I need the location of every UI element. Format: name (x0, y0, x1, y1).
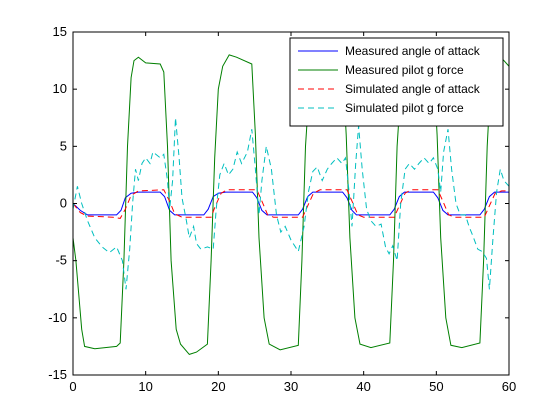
x-tick-label: 50 (429, 379, 443, 394)
legend-items: Measured angle of attack Measured pilot g… (298, 44, 481, 115)
y-tick-label: 15 (53, 24, 67, 39)
legend-label-2: Measured pilot g force (345, 63, 464, 77)
series-line-1 (72, 191, 509, 216)
series-line-4 (72, 117, 510, 290)
ticks-layer: 0 10 20 30 40 50 60 -15 -10 -5 0 5 10 15 (48, 24, 516, 394)
x-tick-label: 20 (211, 379, 225, 394)
y-tick-label: -10 (48, 310, 67, 325)
y-tick-label: -15 (48, 367, 67, 382)
y-tick-label: 0 (60, 196, 67, 211)
legend-label-3: Simulated angle of attack (345, 82, 481, 96)
y-tick-label: 5 (60, 138, 67, 153)
y-tick-label: 10 (53, 81, 67, 96)
legend-label-1: Measured angle of attack (345, 44, 481, 58)
x-tick-label: 30 (284, 379, 298, 394)
x-tick-label: 10 (138, 379, 152, 394)
x-tick-label: 40 (356, 379, 370, 394)
series-line-2 (72, 51, 510, 355)
x-tick-label: 60 (502, 379, 516, 394)
legend-box (289, 37, 504, 127)
series-layer (72, 51, 510, 355)
series-line-3 (72, 189, 509, 219)
legend-label-4: Simulated pilot g force (345, 101, 464, 115)
x-tick-label: 0 (69, 379, 76, 394)
legend: Measured angle of attack Measured pilot g… (289, 37, 504, 127)
y-tick-label: -5 (55, 253, 67, 268)
